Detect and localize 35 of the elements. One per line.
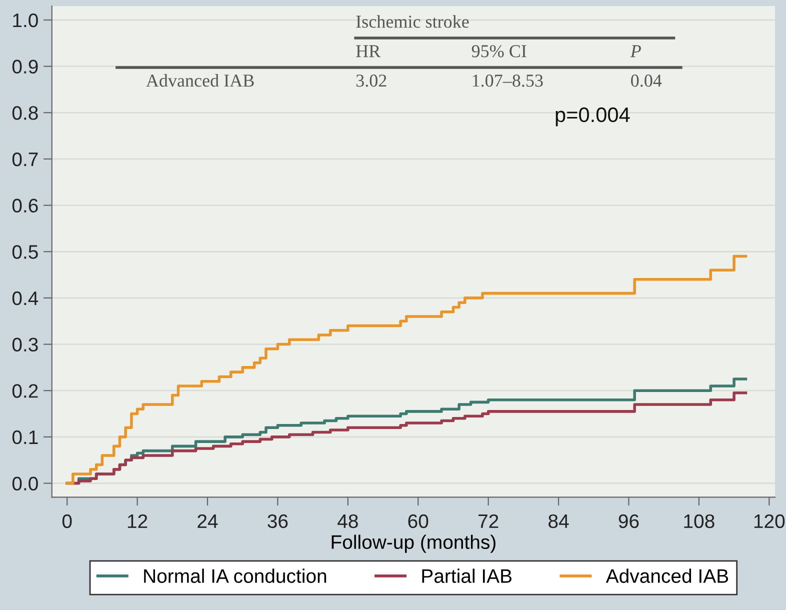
annotation: Advanced IAB — [146, 74, 254, 87]
legend-label: Normal IA conduction — [144, 568, 326, 583]
y-tick-label: 0.9 — [12, 60, 38, 74]
annotation: Ischemic stroke — [356, 15, 469, 28]
y-tick-label: 0.4 — [12, 291, 38, 306]
x-axis-title: Follow-up (months) — [332, 534, 496, 553]
x-tick-label: 96 — [618, 514, 639, 528]
annotation: p=0.004 — [556, 107, 630, 126]
x-tick-label: 84 — [548, 514, 569, 528]
x-tick-label: 48 — [338, 514, 358, 528]
y-tick-label: 0.0 — [12, 476, 38, 490]
annotation: 1.07–8.53 — [472, 74, 543, 87]
y-tick-label: 0.3 — [12, 338, 38, 352]
x-tick-label: 12 — [128, 514, 148, 528]
annotation: 0.04 — [631, 74, 662, 87]
x-tick-label: 120 — [754, 514, 785, 528]
x-tick-label: 108 — [684, 514, 714, 528]
x-tick-label: 36 — [268, 514, 288, 528]
annotation: 3.02 — [356, 74, 386, 87]
legend-label: Advanced IAB — [606, 568, 728, 583]
y-tick-label: 0.1 — [12, 430, 38, 444]
annotation: 95% CI — [472, 45, 526, 58]
y-tick-label: 0.7 — [12, 152, 38, 166]
x-tick-label: 60 — [408, 514, 428, 528]
y-tick-label: 0.5 — [12, 245, 38, 259]
y-tick-label: 0.2 — [12, 384, 38, 398]
x-tick-label: 0 — [62, 514, 72, 528]
annotation: P — [630, 45, 641, 58]
y-tick-label: 0.6 — [12, 198, 38, 213]
legend-label: Partial IAB — [422, 568, 512, 583]
annotation: HR — [356, 45, 381, 58]
y-tick-label: 1.0 — [13, 13, 38, 28]
x-tick-label: 72 — [478, 514, 498, 528]
y-tick-label: 0.8 — [12, 106, 38, 120]
x-tick-label: 24 — [198, 514, 218, 528]
